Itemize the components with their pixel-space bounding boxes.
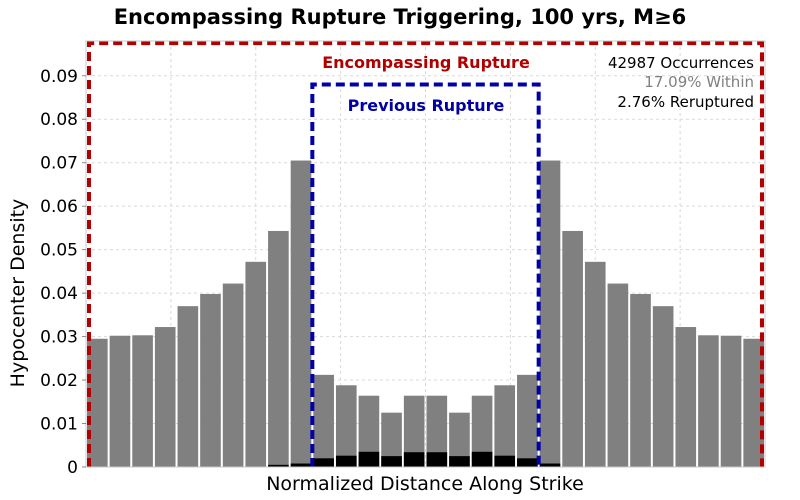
bar-total [698,335,719,467]
bar-total [584,261,606,467]
bar-reruptured [290,463,312,467]
y-axis-ticks: 0 0.01 0.02 0.03 0.04 0.05 0.06 0.07 0.08 0.09 [40,67,86,478]
x-axis-label: Normalized Distance Along Strike [266,473,584,495]
bar-total [87,338,108,467]
encompassing-rupture-outline [87,41,764,467]
previous-rupture-label: Previous Rupture [348,96,505,115]
bar-reruptured [268,464,289,467]
y-tick-label: 0.04 [40,284,78,304]
bar-total [335,385,357,467]
within-label: 17.09% Within [644,73,754,91]
bar-reruptured [403,452,425,467]
y-tick-label: 0.02 [40,371,78,391]
previous-rupture-outline [310,82,541,467]
bar-total [517,374,538,467]
y-tick-label: 0.01 [40,415,78,435]
bar-total [720,335,742,467]
bars-reruptured [268,451,561,467]
bar-reruptured [539,463,561,467]
bar-reruptured [494,455,516,467]
bar-total [426,395,448,467]
bar-total [245,261,267,467]
bar-total [200,293,221,467]
occurrences-label: 42987 Occurrences [608,54,754,72]
bar-reruptured [313,458,334,467]
bar-total [449,412,470,467]
bar-total [313,374,334,467]
bar-total [471,395,493,467]
bar-total [743,338,764,467]
y-tick-label: 0.05 [40,241,78,261]
bar-total [358,395,380,467]
y-tick-label: 0.03 [40,328,78,348]
bar-total [132,335,153,467]
bar-reruptured [335,455,357,467]
bar-reruptured [381,456,402,467]
bars-total [87,160,764,467]
bar-total [403,395,425,467]
bar-total [675,327,697,467]
y-tick-label: 0 [67,458,78,478]
bar-total [222,283,244,467]
bar-reruptured [471,451,493,467]
bar-total [177,306,199,467]
chart-title: Encompassing Rupture Triggering, 100 yrs… [114,5,687,29]
y-tick-label: 0.08 [40,110,78,130]
bar-total [290,160,312,467]
bar-reruptured [426,452,448,467]
y-tick-label: 0.07 [40,154,78,174]
bar-total [154,327,176,467]
bar-total [539,160,561,467]
encompassing-rupture-label: Encompassing Rupture [322,53,530,72]
bar-total [109,335,131,467]
plot-border [85,40,766,468]
y-tick-label: 0.09 [40,67,78,87]
bar-total [562,230,583,467]
bar-reruptured [517,458,538,467]
bar-total [630,293,651,467]
bar-total [268,230,289,467]
reruptured-label: 2.76% Reruptured [617,93,754,111]
bar-reruptured [449,456,470,467]
bar-total [652,306,674,467]
bar-total [607,283,629,467]
bar-total [381,412,402,467]
bar-total [494,385,516,467]
rupture-outlines [87,41,764,467]
bar-reruptured [358,451,380,467]
y-axis-label: Hypocenter Density [7,199,29,388]
y-tick-label: 0.06 [40,197,78,217]
